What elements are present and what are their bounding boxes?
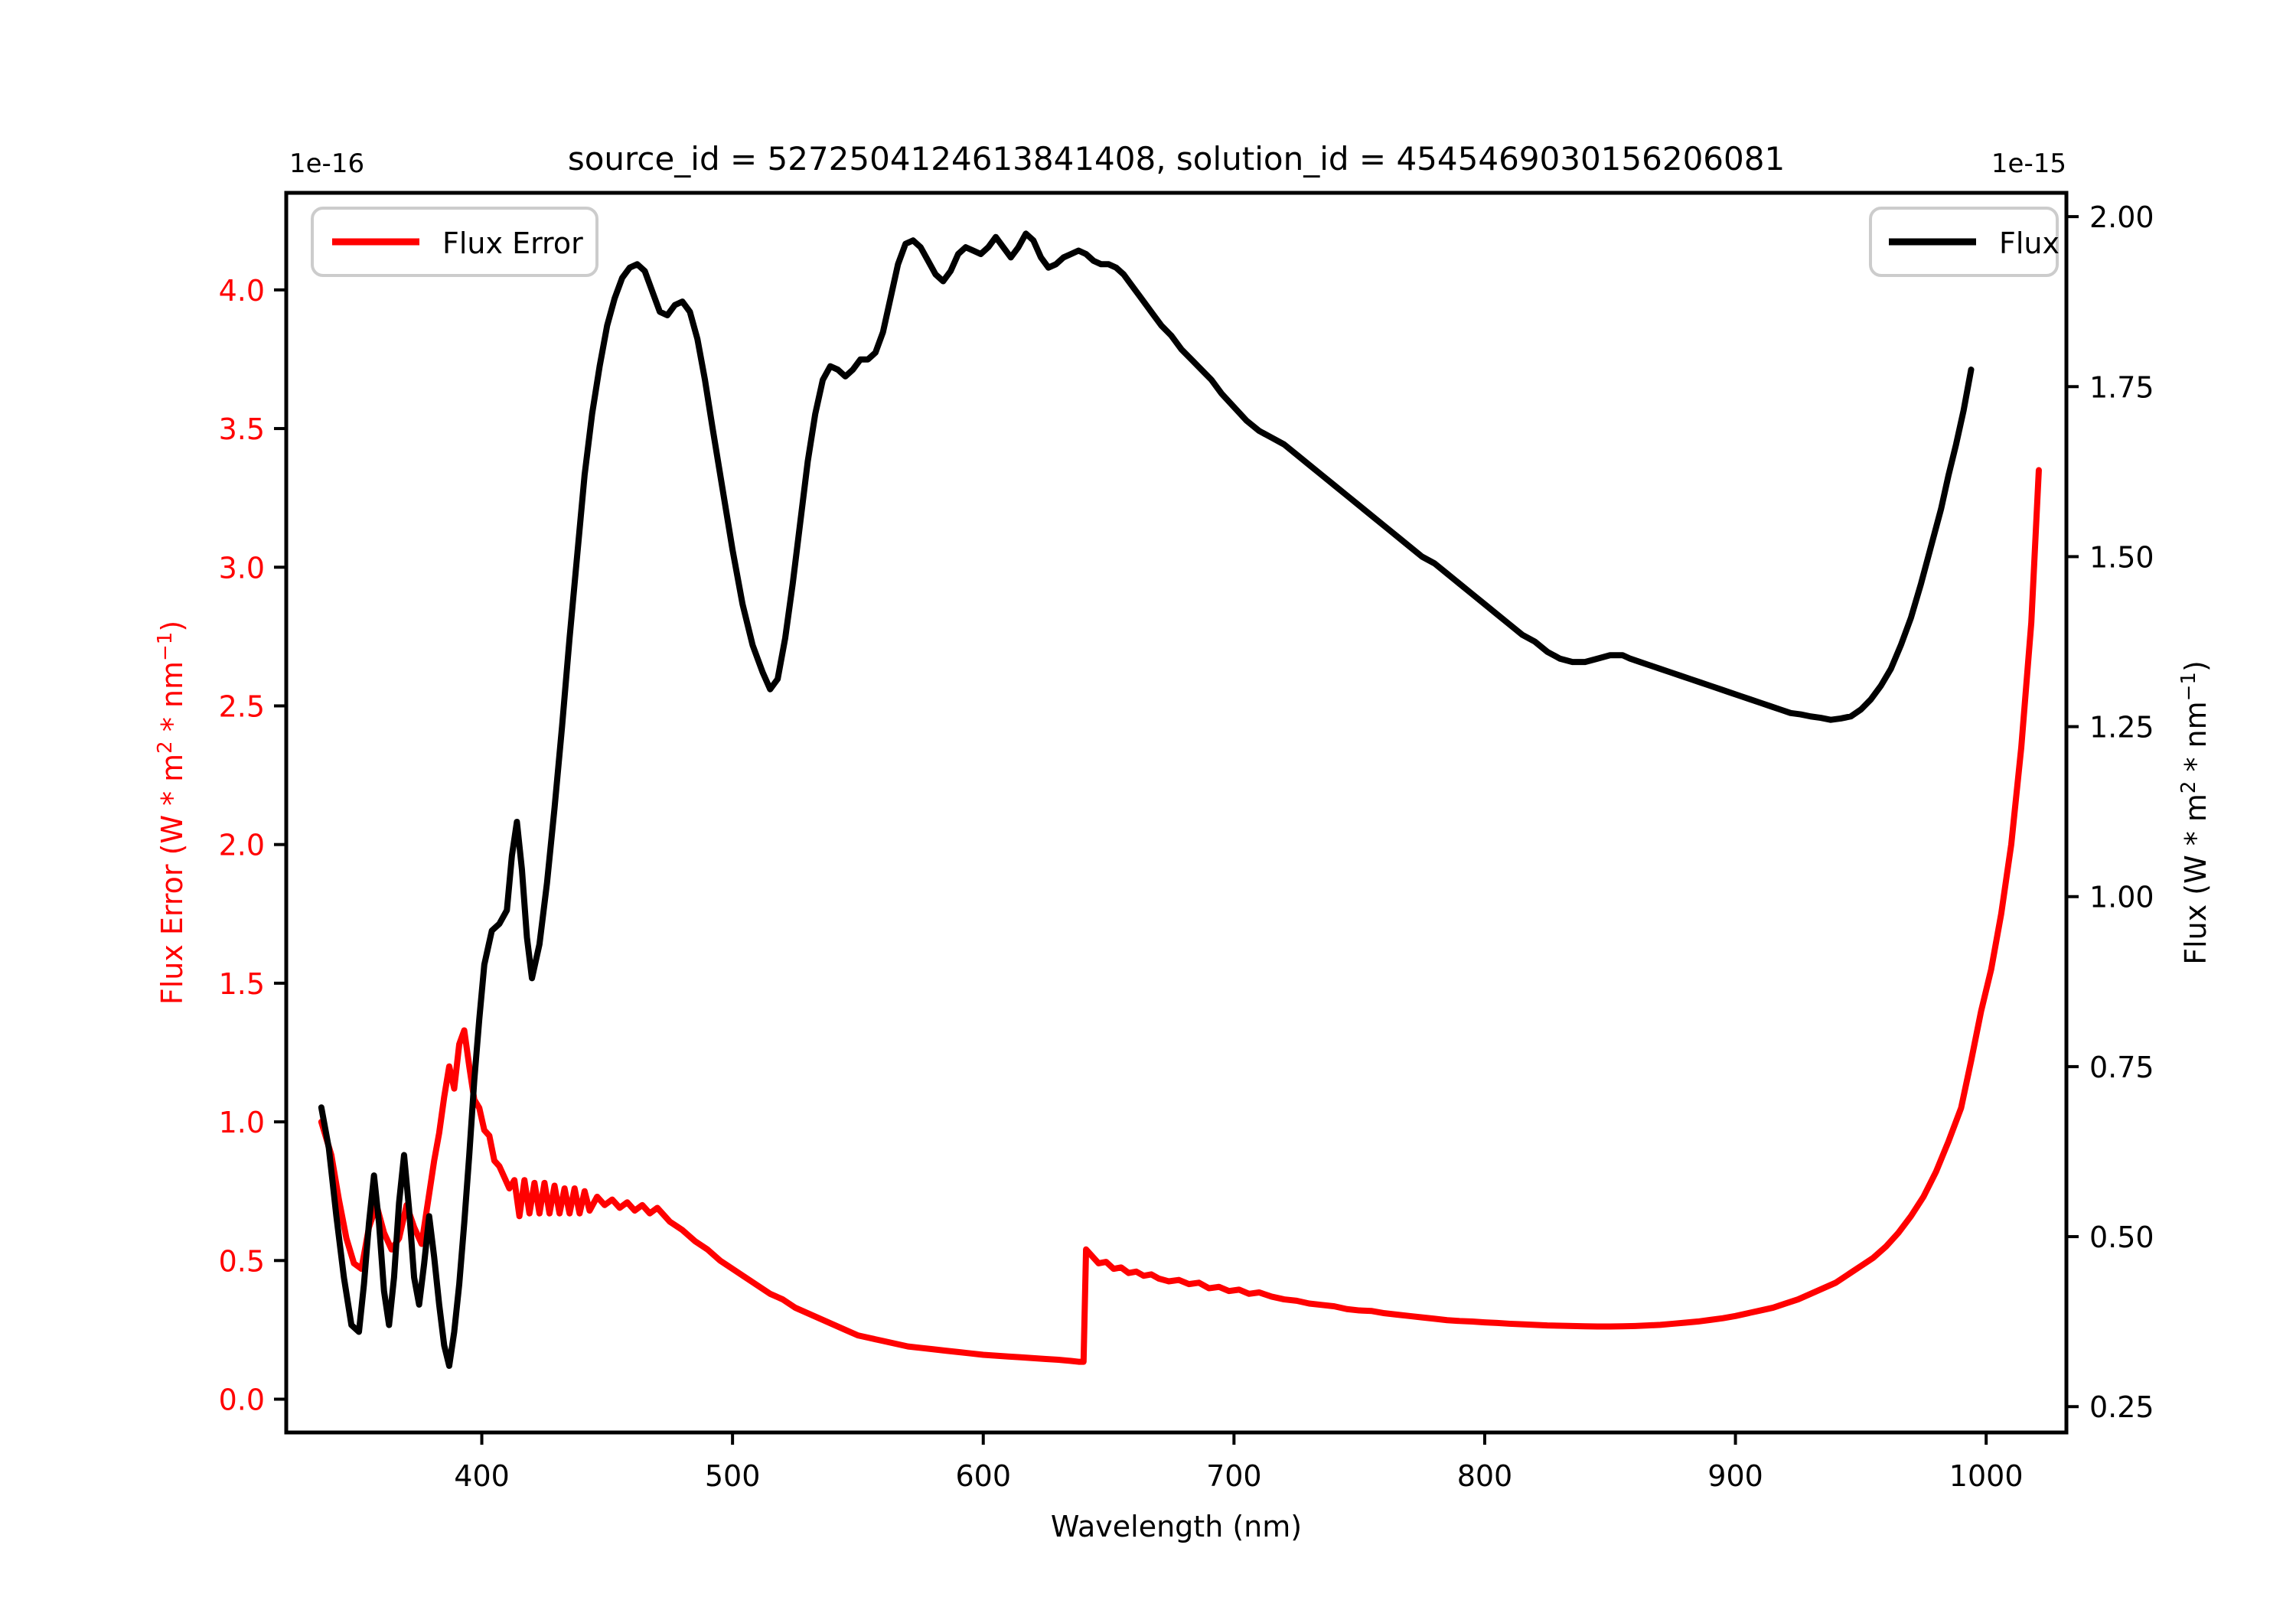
right-axis-offset-text: 1e-15 bbox=[1991, 148, 2066, 179]
right-y-tick-label: 0.25 bbox=[2089, 1390, 2154, 1424]
series-flux-error bbox=[318, 467, 2042, 1365]
right-y-axis-ticks: 0.25 0.50 0.75 1.00 1.25 1.50 1.75 2.00 bbox=[2066, 200, 2154, 1424]
x-tick-label: 1000 bbox=[1949, 1459, 2024, 1493]
left-y-tick-label: 2.5 bbox=[219, 689, 265, 723]
legend-flux[interactable]: Flux bbox=[1869, 207, 2060, 277]
x-tick-label: 700 bbox=[1206, 1459, 1262, 1493]
data-series-layer bbox=[318, 230, 2042, 1369]
left-y-tick-label: 3.0 bbox=[219, 551, 265, 585]
legend-flux-error[interactable]: Flux Error bbox=[311, 207, 598, 277]
right-y-tick-label: 0.50 bbox=[2089, 1221, 2154, 1254]
right-y-tick-label: 2.00 bbox=[2089, 200, 2154, 234]
legend-flux-label: Flux bbox=[1999, 227, 2060, 260]
right-y-axis-label: Flux (W * m2 * nm−1) bbox=[2177, 660, 2213, 965]
series-flux bbox=[318, 230, 1975, 1369]
plot-title: source_id = 5272504124613841408, solutio… bbox=[568, 140, 1785, 178]
plot-frame bbox=[284, 191, 2069, 1435]
x-tick-label: 400 bbox=[454, 1459, 510, 1493]
left-y-tick-label: 0.0 bbox=[219, 1383, 265, 1417]
x-tick-label: 800 bbox=[1457, 1459, 1513, 1493]
left-y-tick-label: 1.0 bbox=[219, 1106, 265, 1139]
left-y-axis-ticks: 0.0 0.5 1.0 1.5 2.0 2.5 3.0 3.5 4.0 bbox=[219, 274, 286, 1417]
x-tick-label: 900 bbox=[1707, 1459, 1763, 1493]
right-y-tick-label: 0.75 bbox=[2089, 1051, 2154, 1084]
x-tick-label: 500 bbox=[705, 1459, 761, 1493]
legend-flux-error-box bbox=[311, 207, 598, 277]
left-y-tick-label: 2.0 bbox=[219, 829, 265, 862]
right-y-tick-label: 1.00 bbox=[2089, 881, 2154, 914]
right-y-tick-label: 1.75 bbox=[2089, 370, 2154, 404]
x-axis-label: Wavelength (nm) bbox=[1051, 1510, 1302, 1543]
legend-flux-error-label: Flux Error bbox=[442, 227, 583, 260]
right-y-tick-label: 1.50 bbox=[2089, 540, 2154, 574]
left-y-tick-label: 1.5 bbox=[219, 967, 265, 1001]
left-axis-offset-text: 1e-16 bbox=[289, 148, 364, 179]
left-y-tick-label: 4.0 bbox=[219, 274, 265, 308]
left-y-axis-label: Flux Error (W * m2 * nm−1) bbox=[154, 621, 189, 1005]
x-tick-label: 600 bbox=[955, 1459, 1011, 1493]
left-y-tick-label: 3.5 bbox=[219, 412, 265, 446]
right-y-tick-label: 1.25 bbox=[2089, 711, 2154, 745]
left-y-tick-label: 0.5 bbox=[219, 1244, 265, 1278]
x-axis-ticks: 400 500 600 700 800 900 1000 bbox=[454, 1432, 2024, 1493]
